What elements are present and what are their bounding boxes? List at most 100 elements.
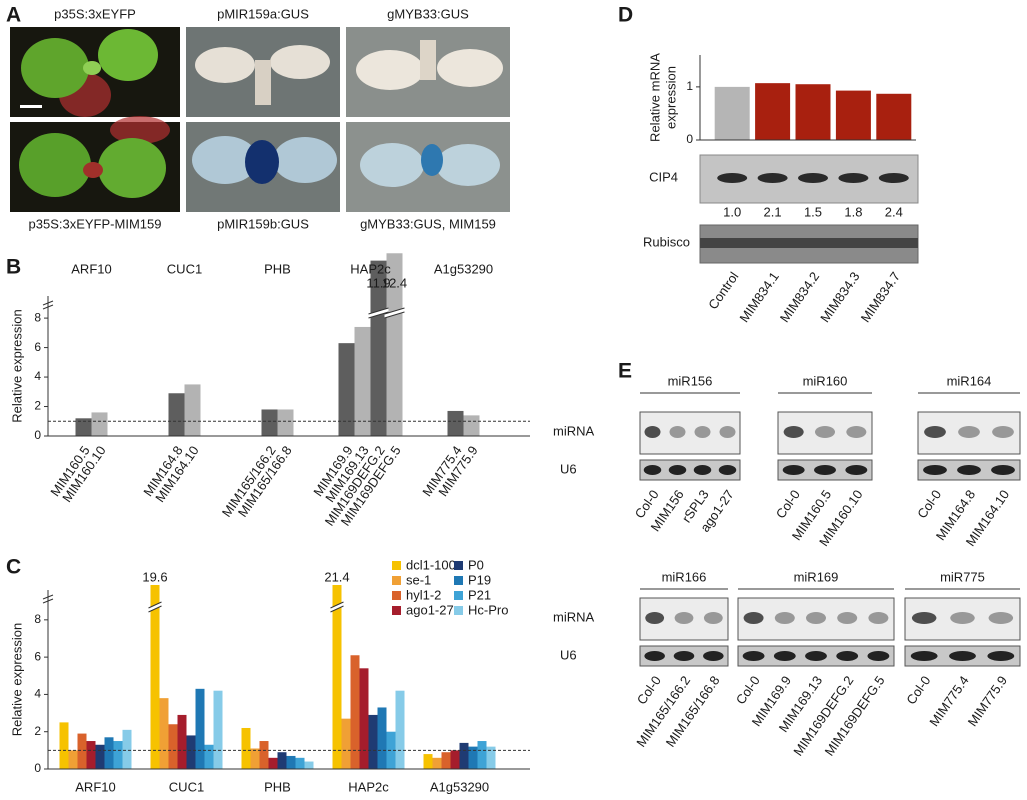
bar — [122, 729, 132, 769]
blot-band — [923, 465, 947, 475]
bar — [350, 655, 360, 769]
bar — [259, 741, 269, 769]
blot-band — [703, 651, 724, 661]
legend-swatch — [392, 576, 401, 585]
bar — [304, 761, 314, 769]
bar-break — [384, 311, 405, 319]
bar — [86, 741, 96, 769]
blot-band — [643, 465, 662, 475]
bar — [277, 752, 287, 769]
blot-band — [950, 612, 975, 624]
bar — [486, 746, 496, 769]
y-tick-label: 8 — [34, 612, 41, 626]
blot-band — [798, 173, 828, 183]
blot — [639, 459, 741, 481]
blot-quantification: 2.4 — [885, 204, 903, 219]
legend-swatch — [454, 576, 463, 585]
bar — [876, 93, 912, 140]
y-axis-label: Relative expression — [9, 309, 24, 422]
blot-band — [644, 426, 661, 438]
bar — [113, 741, 123, 769]
bar — [463, 415, 480, 436]
blot-band — [674, 612, 694, 624]
image-label: p35S:3xEYFP-MIM159 — [29, 216, 162, 231]
bar — [59, 722, 69, 769]
group-label: ARF10 — [71, 261, 111, 276]
blot-band — [717, 173, 748, 183]
bar-break — [148, 605, 162, 613]
blot-band — [693, 465, 712, 475]
bar — [77, 733, 87, 769]
bar — [184, 384, 201, 436]
bar — [450, 750, 460, 769]
axis-break — [42, 304, 54, 310]
bar — [250, 748, 260, 769]
legend-swatch — [392, 591, 401, 600]
panel-label: C — [6, 556, 21, 579]
bar — [341, 718, 351, 769]
y-tick-label: 4 — [34, 687, 41, 701]
blot-band — [773, 651, 796, 661]
group-label: CUC1 — [167, 261, 202, 276]
blot-band — [645, 612, 665, 624]
legend-label: Hc-Pro — [468, 602, 508, 617]
y-tick-label: 2 — [34, 724, 41, 738]
legend-label: P19 — [468, 572, 491, 587]
row-label: U6 — [560, 647, 577, 662]
bar — [338, 343, 355, 436]
image-label: gMYB33:GUS — [387, 6, 469, 21]
bars — [75, 253, 480, 436]
bar — [195, 688, 205, 769]
lane-label: MIM775.9 — [965, 673, 1010, 729]
bar-break — [384, 308, 405, 318]
seedling-images — [10, 27, 510, 212]
bar — [755, 83, 791, 140]
x-tick-label: A1g53290 — [430, 779, 489, 794]
bar-break — [368, 308, 389, 318]
legend-swatch — [454, 606, 463, 615]
blot-band — [836, 651, 859, 661]
bar-break — [148, 602, 162, 612]
blot-band — [814, 426, 836, 438]
image-label: gMYB33:GUS, MIM159 — [360, 216, 496, 231]
legend-swatch — [454, 591, 463, 600]
blot-band — [806, 612, 826, 624]
y-tick-label: 6 — [34, 649, 41, 663]
bar — [104, 737, 114, 769]
blot-band — [718, 465, 737, 475]
blot-band — [957, 465, 981, 475]
blot-band — [924, 426, 946, 438]
blot-band — [949, 651, 976, 661]
value-label: 11.9 — [366, 275, 390, 290]
bar — [468, 746, 478, 769]
blot-band — [694, 426, 711, 438]
panel-label: B — [6, 256, 21, 279]
y-axis-label: Relative mRNA — [647, 53, 662, 142]
row-label: miRNA — [553, 609, 594, 624]
blot-band — [910, 651, 938, 661]
blot-quantification: 1.8 — [844, 204, 862, 219]
panel-label: D — [618, 4, 633, 27]
group-label: PHB — [264, 261, 291, 276]
lane-label: Col-0 — [733, 673, 763, 707]
bar — [377, 707, 387, 769]
blot-band — [846, 426, 867, 438]
image-label: pMIR159b:GUS — [217, 216, 309, 231]
blot-band — [987, 651, 1015, 661]
blot-band — [742, 651, 765, 661]
blot-quantification: 1.0 — [723, 204, 741, 219]
legend-swatch — [392, 606, 401, 615]
bar — [432, 757, 442, 769]
bar-break — [330, 602, 344, 612]
bar — [441, 752, 451, 769]
blot-band — [783, 426, 804, 438]
value-label: 19.6 — [142, 569, 167, 584]
lane-label: Col-0 — [903, 673, 933, 707]
bar-break — [330, 605, 344, 613]
group-label: A1g53290 — [434, 261, 493, 276]
x-tick-label: MIM834.2 — [777, 269, 822, 325]
bar — [370, 260, 387, 436]
bar — [204, 744, 214, 769]
y-tick-label: 0 — [34, 761, 41, 775]
blot-band — [878, 173, 909, 183]
